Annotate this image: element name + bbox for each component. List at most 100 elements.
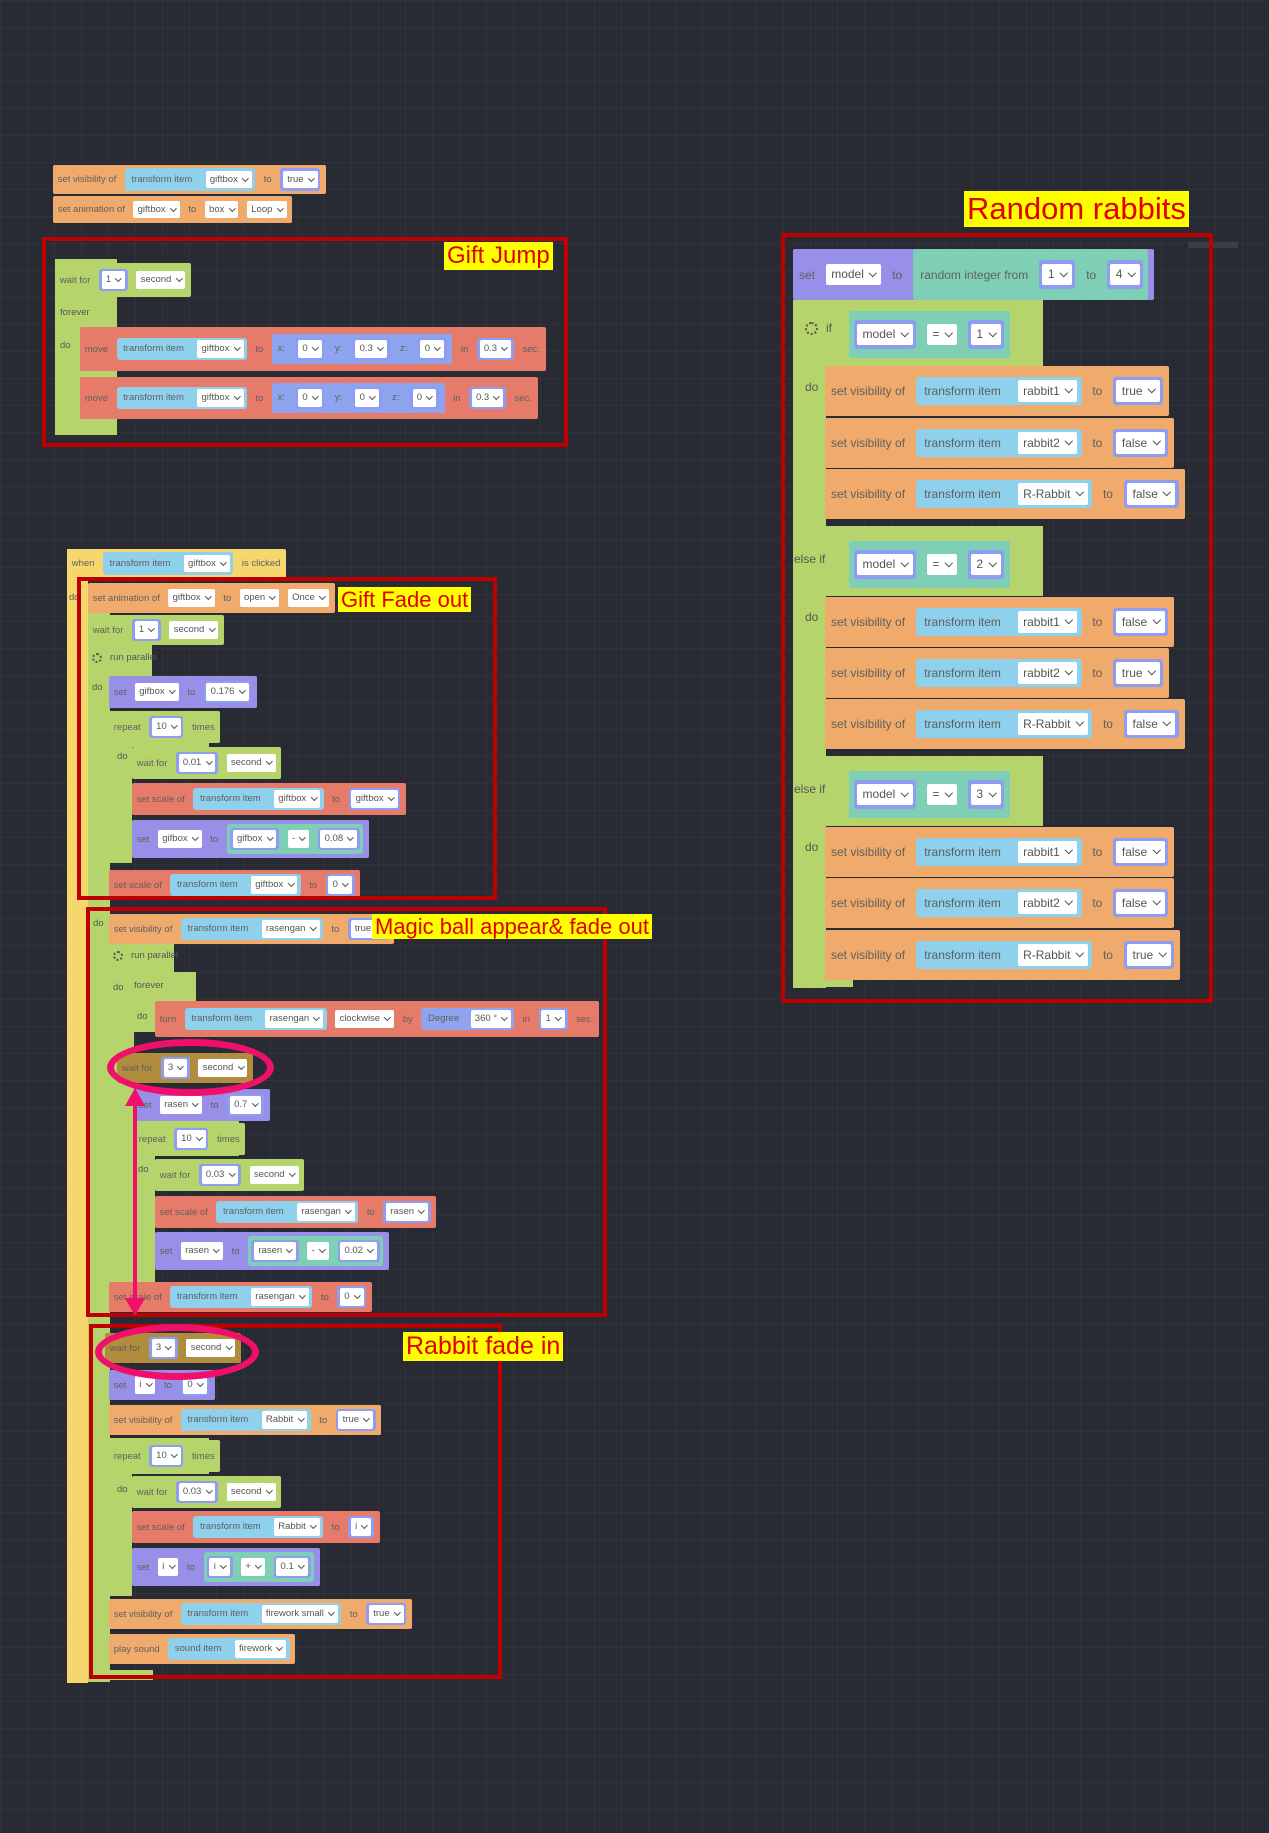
block-yellow[interactable]: when transform item giftbox is clicked [67, 549, 287, 578]
dropdown[interactable]: giftbox [351, 790, 398, 808]
block-teal[interactable]: model = 2 [849, 541, 1010, 588]
dropdown[interactable]: 1 [101, 271, 126, 289]
block-red[interactable]: set scale of transform item giftbox to 0 [109, 870, 361, 900]
item-dropdown[interactable]: rabbit2 [1017, 662, 1078, 684]
dropdown[interactable]: true [282, 170, 318, 189]
dropdown[interactable]: 0 [298, 389, 322, 407]
item-dropdown[interactable]: giftbox [183, 554, 231, 573]
dropdown[interactable]: 0.01 [178, 754, 216, 772]
dropdown[interactable]: true [1127, 944, 1171, 966]
dropdown[interactable]: true [1116, 380, 1161, 402]
item-dropdown[interactable]: giftbox [274, 790, 321, 808]
block-green[interactable]: wait for 1 second [55, 263, 192, 297]
dropdown[interactable]: 0 [420, 340, 445, 358]
dropdown[interactable]: rasen [180, 1242, 224, 1260]
block-orange[interactable]: play sound sound item firework [109, 1634, 296, 1664]
block-orange[interactable]: set visibility of transform item R-Rabbit t… [825, 699, 1185, 749]
item-dropdown[interactable]: giftbox [251, 876, 298, 894]
dropdown[interactable]: giftbox [133, 200, 180, 219]
item-dropdown[interactable]: R-Rabbit [1017, 944, 1088, 966]
block-red[interactable]: set scale of transform item rasengan to 0 [109, 1282, 372, 1312]
dropdown[interactable]: 1 [134, 621, 159, 639]
dropdown[interactable]: 2 [971, 553, 1001, 576]
dropdown[interactable]: 0.1 [276, 1558, 308, 1576]
dropdown[interactable]: second [226, 1483, 276, 1501]
block-green[interactable]: repeat 10 times [134, 1123, 246, 1155]
block-orange[interactable]: set visibility of transform item Rabbit to t… [109, 1405, 382, 1435]
dropdown[interactable]: 0 [340, 1288, 364, 1306]
dropdown[interactable]: false [1116, 432, 1165, 454]
block-red[interactable]: move transform item giftbox to x: 0 y: 0 z: 0 in 0.… [80, 377, 538, 419]
item-dropdown[interactable]: Rabbit [261, 1411, 308, 1429]
dropdown[interactable]: second [249, 1166, 299, 1184]
dropdown[interactable]: 0.08 [320, 830, 358, 848]
block-orange[interactable]: set visibility of transform item R-Rabbit t… [825, 469, 1185, 519]
dropdown[interactable]: 0.3 [471, 389, 504, 407]
dropdown[interactable]: 1 [541, 1010, 565, 1028]
block-purple[interactable]: set rasen to rasen - 0.02 [155, 1232, 389, 1270]
block-green[interactable]: repeat 10 times [109, 711, 221, 743]
dropdown[interactable]: second [226, 754, 276, 772]
dropdown[interactable]: true [1116, 662, 1161, 684]
block-orange[interactable]: set visibility of transform item rabbit1 to… [825, 597, 1175, 647]
dropdown[interactable]: second [169, 621, 219, 639]
dropdown[interactable]: 1 [1042, 263, 1073, 286]
block-orange[interactable]: set visibility of transform item giftbox to… [53, 165, 326, 194]
block-red[interactable]: move transform item giftbox to x: 0 y: 0.3 z: 0 in… [80, 327, 546, 371]
dropdown[interactable]: giftbox [168, 589, 215, 607]
block-red[interactable]: set scale of transform item giftbox to giftb… [132, 783, 407, 815]
item-dropdown[interactable]: rabbit1 [1017, 611, 1078, 633]
item-dropdown[interactable]: Rabbit [274, 1518, 320, 1536]
dropdown[interactable]: 0.03 [178, 1483, 216, 1501]
dropdown[interactable]: 0.02 [340, 1242, 378, 1260]
block-orange[interactable]: set visibility of transform item R-Rabbit t… [825, 930, 1181, 980]
block-orange[interactable]: set visibility of transform item rabbit2 to… [825, 648, 1170, 698]
dropdown[interactable]: 4 [1110, 263, 1140, 286]
dropdown[interactable]: model [857, 783, 913, 806]
dropdown[interactable]: i [209, 1558, 230, 1576]
item-dropdown[interactable]: firework [234, 1640, 287, 1658]
block-orange[interactable]: set visibility of transform item rabbit2 to… [825, 878, 1175, 928]
dropdown[interactable]: 1 [971, 323, 1001, 346]
block-purple[interactable]: set gifbox to gifbox - 0.08 [132, 820, 369, 858]
dropdown[interactable]: = [926, 783, 957, 806]
dropdown[interactable]: false [1116, 892, 1165, 914]
dropdown[interactable]: open [239, 589, 280, 607]
item-dropdown[interactable]: rasengan [297, 1203, 355, 1221]
gear-icon[interactable] [92, 652, 102, 663]
dropdown[interactable]: 0.7 [229, 1096, 262, 1114]
dropdown[interactable]: 0 [328, 876, 353, 894]
block-green[interactable]: repeat 10 times [109, 1440, 221, 1472]
block-red[interactable]: turn transform item rasengan clockwise by Deg… [155, 1001, 600, 1037]
block-orange[interactable]: set animation of giftbox to box Loop [53, 196, 293, 223]
block-orange[interactable]: set animation of giftbox to open Once [88, 583, 335, 613]
dropdown[interactable]: box [204, 200, 239, 219]
item-dropdown[interactable]: giftbox [197, 340, 244, 358]
dropdown[interactable]: 0 [355, 389, 379, 407]
dropdown[interactable]: 3 [971, 783, 1001, 806]
dropdown[interactable]: 0 [298, 340, 322, 358]
block-green[interactable]: wait for 0.01 second [132, 747, 282, 779]
block-green[interactable]: wait for 0.03 second [132, 1476, 282, 1508]
item-dropdown[interactable]: firework small [261, 1605, 338, 1623]
item-dropdown[interactable]: R-Rabbit [1017, 483, 1088, 505]
dropdown[interactable]: rasen [159, 1096, 203, 1114]
item-dropdown[interactable]: R-Rabbit [1017, 713, 1088, 735]
dropdown[interactable]: second [136, 271, 186, 289]
dropdown[interactable]: = [926, 553, 957, 576]
dropdown[interactable]: = [926, 323, 957, 346]
dropdown[interactable]: 360 ° [470, 1010, 512, 1028]
item-dropdown[interactable]: rasengan [261, 920, 320, 938]
dropdown[interactable]: 0 [412, 389, 437, 407]
dropdown[interactable]: gifbox [157, 830, 202, 848]
gear-icon[interactable] [805, 321, 818, 335]
dropdown[interactable]: false [1116, 611, 1165, 633]
item-dropdown[interactable]: rasengan [251, 1288, 309, 1306]
dropdown[interactable]: Once [287, 589, 329, 607]
gear-icon[interactable] [113, 950, 123, 961]
block-purple[interactable]: set gifbox to 0.176 [109, 676, 257, 708]
item-dropdown[interactable]: rabbit2 [1017, 432, 1078, 454]
dropdown[interactable]: 10 [151, 718, 181, 736]
block-red[interactable]: set scale of transform item rasengan to rase… [155, 1196, 437, 1228]
block-orange[interactable]: set visibility of transform item rabbit2 to… [825, 418, 1175, 468]
